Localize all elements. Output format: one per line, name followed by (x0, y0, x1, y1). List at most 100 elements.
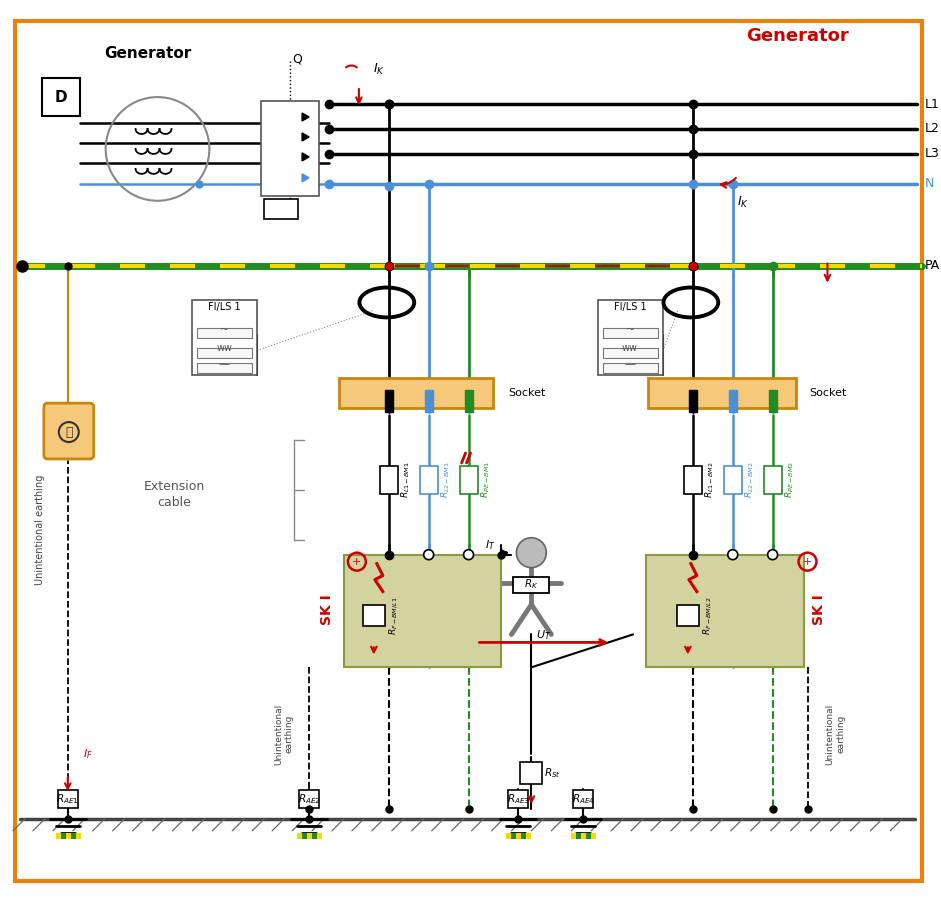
Circle shape (464, 550, 473, 560)
Bar (598, 301, 663, 375)
Bar (511, 832, 517, 839)
Bar (339, 378, 493, 408)
Bar (517, 832, 521, 839)
Text: $R_{F-BM/L2}$: $R_{F-BM/L2}$ (701, 597, 713, 634)
Polygon shape (302, 153, 309, 161)
Text: $R_{AE2}$: $R_{AE2}$ (297, 792, 320, 806)
Text: ⏚: ⏚ (65, 426, 72, 438)
Text: $R_{L2-BM1}$: $R_{L2-BM1}$ (439, 462, 452, 499)
Bar (677, 605, 699, 626)
Bar (591, 832, 597, 839)
Bar (424, 391, 433, 412)
Text: —: — (218, 359, 230, 369)
Text: Extension: Extension (144, 481, 205, 493)
Bar (56, 832, 61, 839)
Bar (689, 391, 697, 412)
Text: FI/LS 1: FI/LS 1 (208, 302, 241, 312)
Text: SK I: SK I (812, 594, 826, 625)
Bar (582, 832, 586, 839)
Text: $R_{L1-BM1}$: $R_{L1-BM1}$ (400, 462, 412, 499)
Bar (317, 832, 322, 839)
Text: +: + (352, 557, 361, 567)
FancyBboxPatch shape (44, 403, 94, 459)
Bar (66, 832, 71, 839)
Text: $R_{L1-BM2}$: $R_{L1-BM2}$ (704, 462, 716, 499)
Text: cable: cable (157, 496, 191, 509)
Text: $I_T$: $I_T$ (486, 538, 496, 552)
Bar (724, 466, 742, 494)
Bar (646, 554, 804, 667)
Bar (344, 554, 502, 667)
Bar (299, 790, 319, 808)
Bar (363, 605, 385, 626)
Bar (506, 832, 511, 839)
Bar (459, 466, 477, 494)
Text: L3: L3 (925, 148, 940, 160)
Text: Socket: Socket (508, 388, 546, 398)
Bar (262, 101, 319, 196)
Bar (514, 577, 550, 592)
Bar (312, 832, 317, 839)
Bar (465, 391, 472, 412)
Bar (603, 364, 658, 374)
Bar (603, 328, 658, 338)
Bar (297, 832, 302, 839)
Text: FI/LS 1: FI/LS 1 (614, 302, 646, 312)
Text: SK I: SK I (320, 594, 334, 625)
Text: Generator: Generator (746, 27, 849, 45)
Bar (586, 832, 591, 839)
Bar (603, 348, 658, 358)
Text: PA: PA (925, 259, 940, 272)
Text: $R_{AE4}$: $R_{AE4}$ (572, 792, 595, 806)
Bar (526, 832, 532, 839)
Bar (71, 832, 76, 839)
Text: $R_{St}$: $R_{St}$ (544, 766, 561, 780)
Text: $R_K$: $R_K$ (524, 578, 538, 591)
Circle shape (517, 537, 547, 568)
Bar (198, 364, 252, 374)
Bar (302, 832, 307, 839)
Bar (576, 832, 582, 839)
Bar (508, 790, 529, 808)
Text: —: — (625, 359, 635, 369)
Bar (192, 301, 257, 375)
Text: $R_{L2-BM2}$: $R_{L2-BM2}$ (743, 462, 757, 499)
Bar (728, 391, 737, 412)
Bar (420, 466, 438, 494)
Polygon shape (302, 113, 309, 121)
Text: ww: ww (216, 343, 232, 354)
Polygon shape (302, 133, 309, 141)
Polygon shape (302, 174, 309, 182)
Text: N: N (925, 177, 934, 190)
Bar (264, 199, 298, 219)
Text: $R_{AE1}$: $R_{AE1}$ (56, 792, 79, 806)
Text: ~: ~ (626, 326, 634, 336)
Circle shape (423, 550, 434, 560)
Circle shape (768, 550, 777, 560)
Bar (573, 790, 593, 808)
Bar (684, 466, 702, 494)
Text: L1: L1 (925, 97, 940, 111)
Text: Unintentional earthing: Unintentional earthing (35, 474, 45, 585)
Text: $R_{PE-BM1}$: $R_{PE-BM1}$ (480, 462, 492, 499)
Text: L2: L2 (925, 122, 940, 136)
Text: Generator: Generator (104, 46, 191, 60)
Text: $I_K$: $I_K$ (373, 61, 385, 76)
Bar (380, 466, 398, 494)
Bar (571, 832, 576, 839)
Bar (648, 378, 795, 408)
Text: ~: ~ (219, 326, 229, 336)
Text: D: D (55, 90, 67, 104)
Bar (61, 832, 66, 839)
Bar (769, 391, 776, 412)
Bar (520, 762, 542, 784)
Bar (41, 78, 80, 116)
Bar (198, 348, 252, 358)
Bar (57, 790, 78, 808)
Bar (198, 328, 252, 338)
Text: $I_F$: $I_F$ (83, 747, 92, 761)
Text: Unintentional
earthing: Unintentional earthing (826, 704, 845, 765)
Bar (76, 832, 81, 839)
Text: $U_T$: $U_T$ (535, 628, 551, 643)
Circle shape (727, 550, 738, 560)
